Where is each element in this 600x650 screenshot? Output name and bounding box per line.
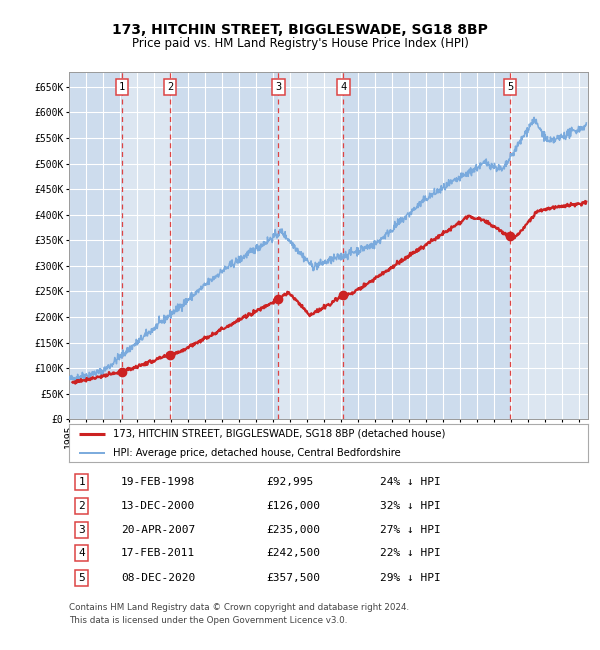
Text: £92,995: £92,995 bbox=[266, 476, 313, 487]
Text: 29% ↓ HPI: 29% ↓ HPI bbox=[380, 573, 441, 583]
Text: 08-DEC-2020: 08-DEC-2020 bbox=[121, 573, 195, 583]
Text: HPI: Average price, detached house, Central Bedfordshire: HPI: Average price, detached house, Cent… bbox=[113, 448, 401, 458]
Text: 2: 2 bbox=[79, 501, 85, 512]
Text: 17-FEB-2011: 17-FEB-2011 bbox=[121, 548, 195, 558]
Text: 5: 5 bbox=[79, 573, 85, 583]
Text: 2: 2 bbox=[167, 82, 173, 92]
Text: 4: 4 bbox=[79, 548, 85, 558]
Text: 24% ↓ HPI: 24% ↓ HPI bbox=[380, 476, 441, 487]
Text: Contains HM Land Registry data © Crown copyright and database right 2024.: Contains HM Land Registry data © Crown c… bbox=[69, 603, 409, 612]
Bar bbox=[69, 72, 122, 419]
Text: £357,500: £357,500 bbox=[266, 573, 320, 583]
Bar bbox=[170, 72, 278, 419]
Text: 173, HITCHIN STREET, BIGGLESWADE, SG18 8BP: 173, HITCHIN STREET, BIGGLESWADE, SG18 8… bbox=[112, 23, 488, 37]
Text: 22% ↓ HPI: 22% ↓ HPI bbox=[380, 548, 441, 558]
Text: 3: 3 bbox=[79, 525, 85, 535]
Text: 27% ↓ HPI: 27% ↓ HPI bbox=[380, 525, 441, 535]
Text: 173, HITCHIN STREET, BIGGLESWADE, SG18 8BP (detached house): 173, HITCHIN STREET, BIGGLESWADE, SG18 8… bbox=[113, 429, 445, 439]
Text: 13-DEC-2000: 13-DEC-2000 bbox=[121, 501, 195, 512]
Text: £242,500: £242,500 bbox=[266, 548, 320, 558]
Text: 3: 3 bbox=[275, 82, 281, 92]
Text: 5: 5 bbox=[507, 82, 514, 92]
Text: 19-FEB-1998: 19-FEB-1998 bbox=[121, 476, 195, 487]
Text: £126,000: £126,000 bbox=[266, 501, 320, 512]
Text: 1: 1 bbox=[79, 476, 85, 487]
Text: 1: 1 bbox=[119, 82, 125, 92]
Text: 4: 4 bbox=[340, 82, 347, 92]
Text: 20-APR-2007: 20-APR-2007 bbox=[121, 525, 195, 535]
Text: This data is licensed under the Open Government Licence v3.0.: This data is licensed under the Open Gov… bbox=[69, 616, 347, 625]
Text: £235,000: £235,000 bbox=[266, 525, 320, 535]
Text: Price paid vs. HM Land Registry's House Price Index (HPI): Price paid vs. HM Land Registry's House … bbox=[131, 37, 469, 50]
Text: 32% ↓ HPI: 32% ↓ HPI bbox=[380, 501, 441, 512]
Bar bbox=[343, 72, 510, 419]
